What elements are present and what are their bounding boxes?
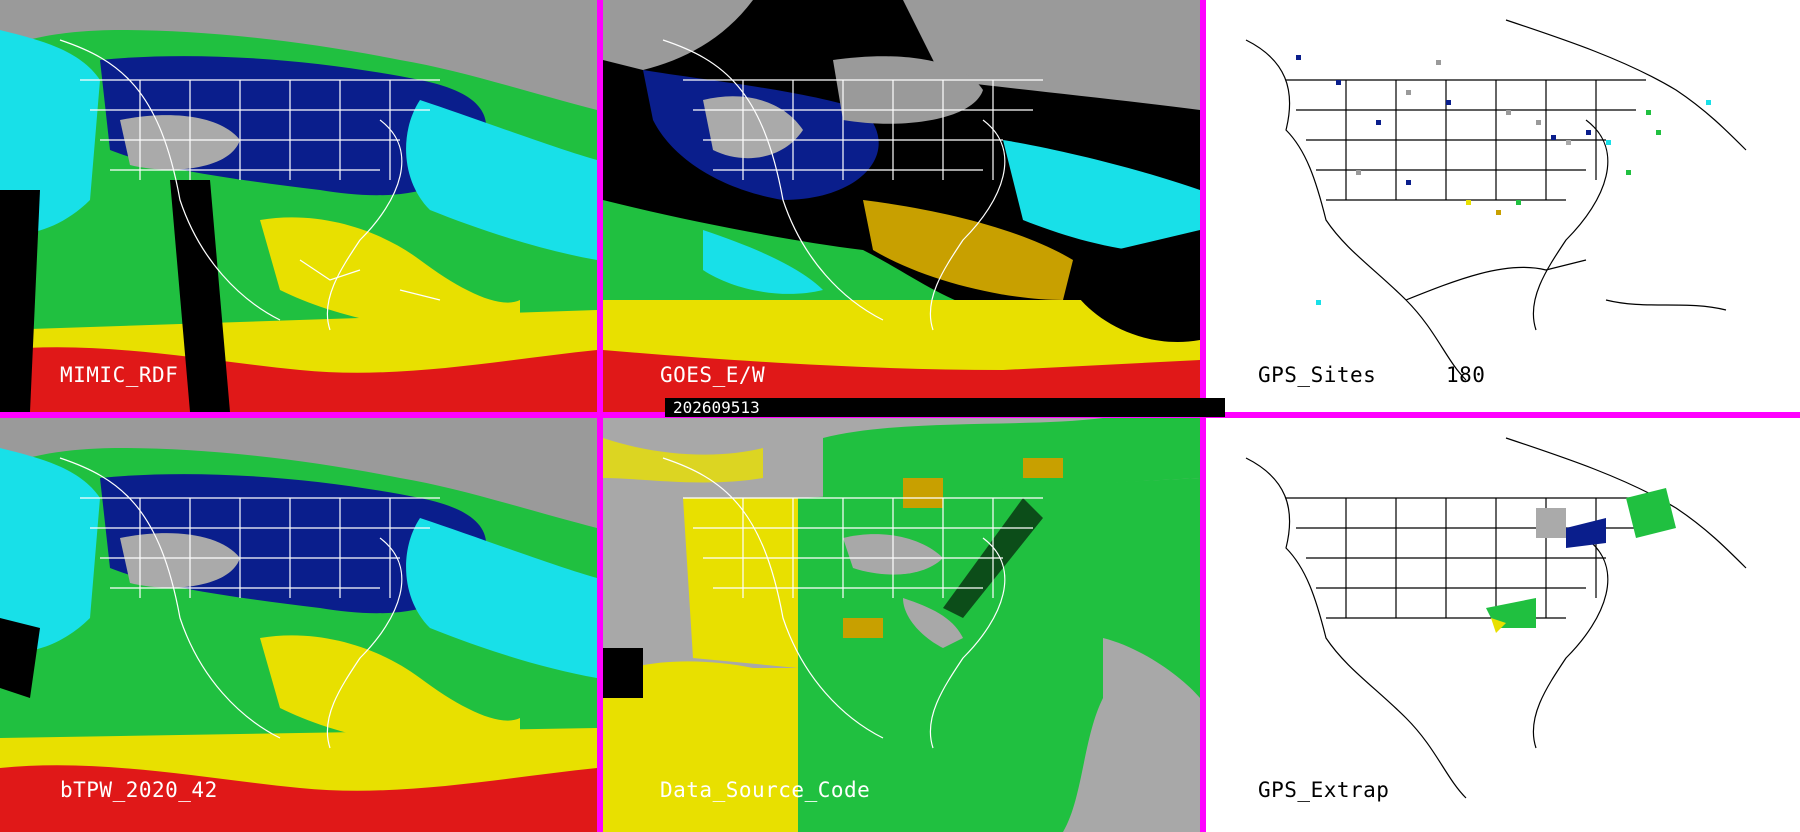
gps-sites-count: 180 xyxy=(1446,363,1486,387)
mimic-rdf-map xyxy=(0,0,597,412)
goes-ew-map-panel: GOES_E/W xyxy=(603,0,1200,412)
timestamp-bar: 202609513 xyxy=(665,398,1225,417)
btpw-map xyxy=(0,418,597,832)
mimic-rdf-label: MIMIC_RDF xyxy=(60,363,179,387)
data-source-code-map xyxy=(603,418,1200,832)
data-source-code-label: Data_Source_Code xyxy=(660,778,871,802)
timestamp-text: 202609513 xyxy=(673,398,760,417)
gps-extrap-label: GPS_Extrap xyxy=(1258,778,1390,802)
mimic-rdf-map-panel: MIMIC_RDF xyxy=(0,0,597,412)
btpw-label: bTPW_2020_42 xyxy=(60,778,218,802)
gps-sites-map xyxy=(1206,0,1800,412)
btpw-map-panel: bTPW_2020_42 xyxy=(0,418,597,832)
gps-sites-label: GPS_Sites xyxy=(1258,363,1377,387)
gps-extrap-map xyxy=(1206,418,1800,832)
gps-sites-map-panel: GPS_Sites 180 xyxy=(1206,0,1800,412)
gps-extrap-map-panel: GPS_Extrap xyxy=(1206,418,1800,832)
goes-ew-label: GOES_E/W xyxy=(660,363,766,387)
data-source-code-map-panel: Data_Source_Code xyxy=(603,418,1200,832)
goes-ew-map xyxy=(603,0,1200,412)
gps-site-markers xyxy=(1296,55,1711,305)
